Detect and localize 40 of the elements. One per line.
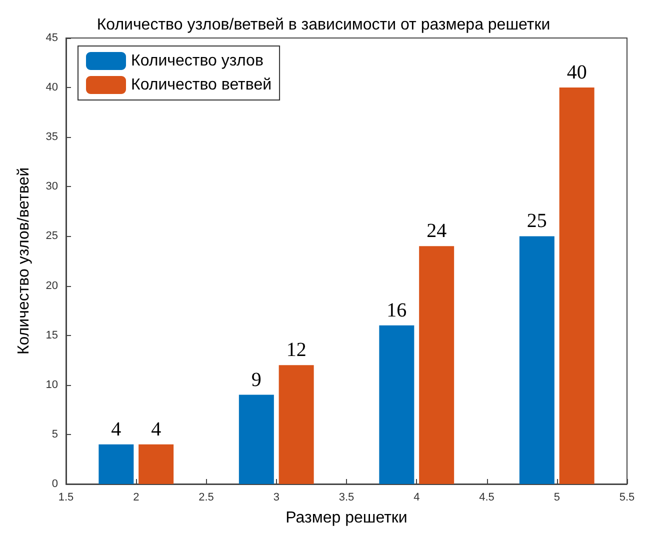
bar [379,325,414,484]
data-label: 12 [286,339,306,362]
legend-label: Количество узлов [131,52,264,70]
legend-label: Количество ветвей [131,76,272,94]
y-tick-label: 30 [46,180,58,193]
x-tick-label: 4 [414,492,420,504]
bar [559,88,594,484]
x-tick-label: 3 [273,492,280,504]
x-tick-label: 3.5 [338,492,354,504]
x-tick-label: 2 [133,492,140,504]
data-label: 25 [526,210,547,232]
y-tick-label: 25 [46,230,58,242]
x-tick-label: 2.5 [198,492,214,504]
bar [98,444,134,484]
bar [278,365,314,484]
bar [519,236,554,484]
x-tick-label: 4.5 [479,492,494,504]
x-tick-label: 1.5 [58,492,74,504]
data-label: 40 [566,62,587,84]
x-tick-label: 5.5 [619,492,635,504]
data-label: 4 [151,418,162,440]
x-tick-label: 5 [554,492,560,504]
bar [419,246,454,484]
y-tick-label: 15 [46,329,58,342]
y-axis-title: Количество узлов/ветвей [16,167,32,355]
bar [238,394,274,484]
y-tick-label: 0 [52,478,58,490]
y-tick-label: 45 [46,32,58,44]
y-tick-label: 10 [46,378,58,391]
y-tick-label: 40 [46,82,58,94]
data-label: 4 [111,418,122,440]
data-label: 9 [251,368,262,391]
y-tick-label: 35 [46,131,58,144]
chart-title: Количество узлов/ветвей в зависимости от размера решетки [96,16,550,34]
bar [138,444,174,484]
x-axis-title: Размер решетки [286,510,408,526]
y-tick-label: 20 [46,280,58,292]
y-tick-label: 5 [52,428,58,440]
data-label: 24 [426,220,447,242]
data-label: 16 [386,299,407,322]
